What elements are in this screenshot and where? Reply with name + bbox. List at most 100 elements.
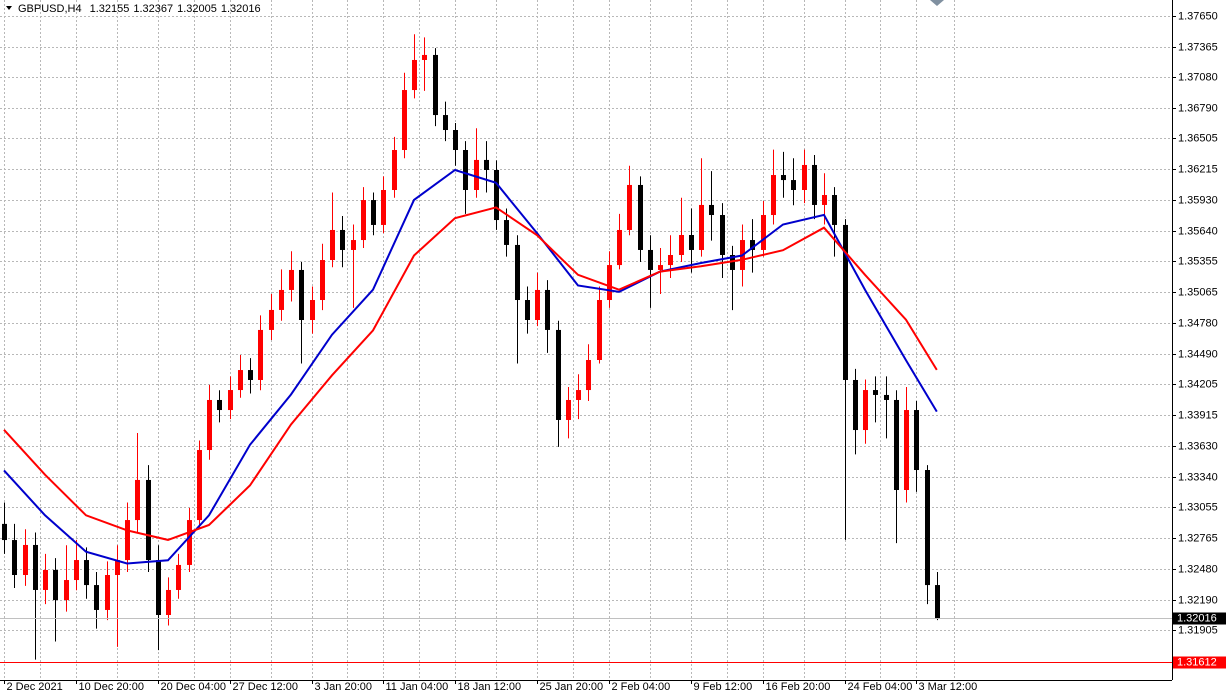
candle-body bbox=[750, 240, 755, 250]
y-tick-label: 1.36505 bbox=[1178, 132, 1218, 144]
candle-body bbox=[566, 399, 571, 420]
y-tick-label: 1.37080 bbox=[1178, 71, 1218, 83]
candle-body bbox=[474, 159, 479, 190]
candle-body bbox=[187, 520, 192, 565]
candle-body bbox=[648, 249, 653, 270]
candle-body bbox=[638, 184, 643, 250]
candle-body bbox=[238, 370, 243, 391]
candle-body bbox=[289, 269, 294, 290]
candle-body bbox=[504, 220, 509, 245]
candle-body bbox=[392, 150, 397, 190]
candle-body bbox=[320, 260, 325, 301]
x-tick-label: 25 Jan 20:00 bbox=[540, 681, 604, 693]
candle-body bbox=[576, 390, 581, 400]
candle-body bbox=[791, 180, 796, 190]
candle-body bbox=[586, 359, 591, 391]
y-tick-label: 1.36790 bbox=[1178, 102, 1218, 114]
y-tick-label: 1.33055 bbox=[1178, 501, 1218, 513]
candle-body bbox=[53, 569, 58, 601]
x-tick-label: 16 Feb 20:00 bbox=[766, 681, 831, 693]
candle-body bbox=[884, 394, 889, 400]
y-tick-label: 1.37365 bbox=[1178, 41, 1218, 53]
candle-body bbox=[176, 564, 181, 590]
y-tick-label: 1.32480 bbox=[1178, 563, 1218, 575]
y-tick-label: 1.33340 bbox=[1178, 471, 1218, 483]
candle-body bbox=[515, 244, 520, 301]
candle-body bbox=[658, 265, 663, 270]
candle-body bbox=[351, 240, 356, 250]
candle-body bbox=[2, 523, 7, 541]
last-price-box bbox=[1173, 612, 1226, 625]
candle-body bbox=[668, 255, 673, 266]
y-tick-label: 1.32190 bbox=[1178, 594, 1218, 606]
candle-body bbox=[617, 229, 622, 266]
candle-body bbox=[412, 59, 417, 91]
candle-body bbox=[12, 540, 17, 576]
candle-body bbox=[433, 54, 438, 116]
plot-area bbox=[0, 34, 1172, 663]
candle-body bbox=[207, 399, 212, 451]
candle-body bbox=[761, 215, 766, 250]
candle-body bbox=[679, 235, 684, 255]
y-tick-label: 1.33915 bbox=[1178, 409, 1218, 421]
shift-marker bbox=[930, 0, 944, 6]
candle-body bbox=[361, 200, 366, 241]
y-tick-label: 1.32765 bbox=[1178, 532, 1218, 544]
candle-body bbox=[105, 575, 110, 610]
y-tick-label: 1.34205 bbox=[1178, 378, 1218, 390]
header-quote: 1.32155 bbox=[90, 3, 130, 15]
candle-body bbox=[494, 170, 499, 221]
x-tick-label: 20 Dec 04:00 bbox=[161, 681, 226, 693]
y-tick-label: 1.34490 bbox=[1178, 348, 1218, 360]
candle-body bbox=[135, 479, 140, 521]
candle-body bbox=[115, 560, 120, 576]
candle-body bbox=[812, 164, 817, 205]
moving-average bbox=[3, 168, 938, 565]
candle-body bbox=[925, 470, 930, 586]
x-tick-label: 24 Feb 04:00 bbox=[848, 681, 913, 693]
candle-body bbox=[689, 235, 694, 250]
x-tick-label: 2 Dec 2021 bbox=[7, 681, 63, 693]
candle-body bbox=[863, 390, 868, 431]
candle-body bbox=[371, 200, 376, 225]
candle-body bbox=[484, 159, 489, 170]
x-tick-label: 3 Mar 12:00 bbox=[919, 681, 978, 693]
y-tick-label: 1.35930 bbox=[1178, 194, 1218, 206]
candle-body bbox=[853, 379, 858, 431]
candle-body bbox=[64, 580, 69, 601]
candle-body bbox=[94, 585, 99, 610]
candle-body bbox=[545, 289, 550, 330]
alert-label-box bbox=[1173, 656, 1226, 669]
y-tick-label: 1.35640 bbox=[1178, 225, 1218, 237]
header-quote: 1.32005 bbox=[177, 3, 217, 15]
candle-body bbox=[299, 269, 304, 321]
candle-body bbox=[914, 410, 919, 471]
candle-body bbox=[832, 195, 837, 225]
candle-body bbox=[402, 90, 407, 151]
candle-body bbox=[556, 329, 561, 420]
menu-arrow[interactable] bbox=[6, 6, 12, 10]
candle-body bbox=[74, 560, 79, 581]
y-tick-label: 1.35355 bbox=[1178, 255, 1218, 267]
y-tick-label: 1.37650 bbox=[1178, 10, 1218, 22]
candle-body bbox=[822, 195, 827, 205]
candle-body bbox=[258, 329, 263, 380]
y-tick-label: 1.31905 bbox=[1178, 624, 1218, 636]
candle-body bbox=[443, 115, 448, 131]
candle-body bbox=[627, 184, 632, 230]
candle-body bbox=[771, 175, 776, 216]
last-price-label: 1.32016 bbox=[1177, 612, 1217, 624]
candle-body bbox=[720, 215, 725, 255]
candle-body bbox=[709, 204, 714, 216]
candle-body bbox=[146, 479, 151, 561]
candle-body bbox=[217, 399, 222, 411]
candle-body bbox=[166, 589, 171, 615]
candle-body bbox=[381, 189, 386, 225]
candle-body bbox=[453, 130, 458, 151]
x-tick-label: 27 Dec 12:00 bbox=[233, 681, 298, 693]
candle-body bbox=[340, 229, 345, 250]
x-tick-label: 3 Jan 20:00 bbox=[315, 681, 373, 693]
candle-body bbox=[310, 300, 315, 321]
y-tick-label: 1.36215 bbox=[1178, 163, 1218, 175]
